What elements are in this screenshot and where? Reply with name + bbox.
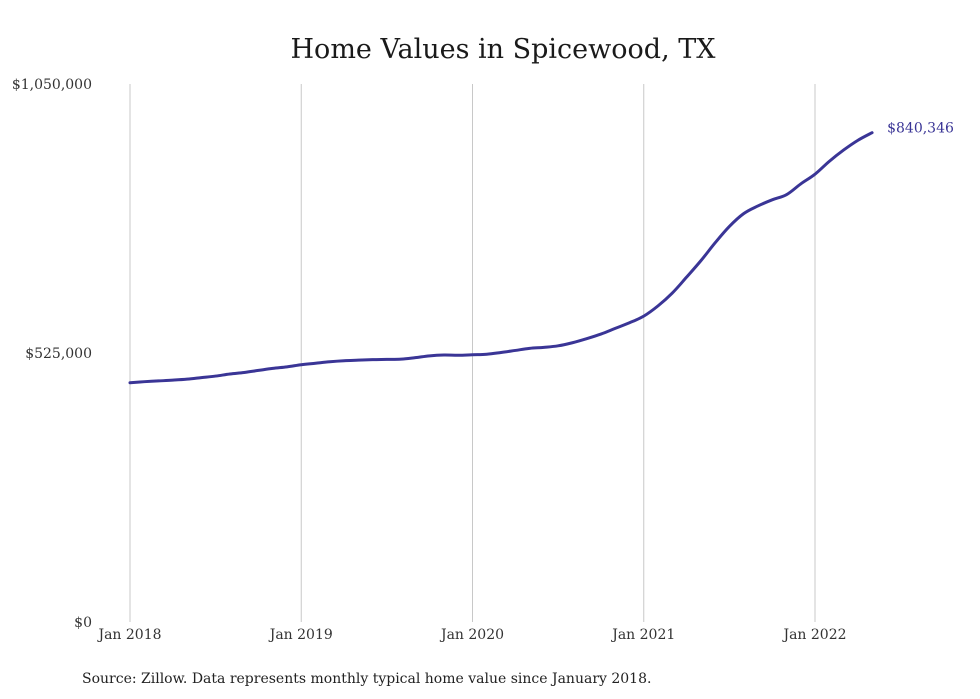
x-tick-label-3: Jan 2021 (610, 627, 675, 643)
x-tick-label-4: Jan 2022 (781, 627, 846, 643)
series-line-0 (128, 131, 874, 385)
x-tick-label-1: Jan 2019 (268, 627, 333, 643)
series-layer (128, 131, 874, 385)
x-axis-tick-labels: Jan 2018 Jan 2019 Jan 2020 Jan 2021 Jan 2022 (96, 627, 846, 643)
y-tick-label-2: $0 (74, 615, 92, 631)
source-note: Source: Zillow. Data represents monthly … (82, 671, 651, 687)
x-tick-label-2: Jan 2020 (439, 627, 504, 643)
end-value-label: $840,346 (887, 121, 954, 137)
grid-lines (129, 84, 816, 622)
y-tick-label-1: $525,000 (25, 346, 92, 362)
y-tick-label-0: $1,050,000 (12, 77, 92, 93)
y-axis-tick-labels: $1,050,000 $525,000 $0 (12, 77, 92, 631)
chart-title: Home Values in Spicewood, TX (291, 34, 717, 65)
x-tick-label-0: Jan 2018 (96, 627, 161, 643)
